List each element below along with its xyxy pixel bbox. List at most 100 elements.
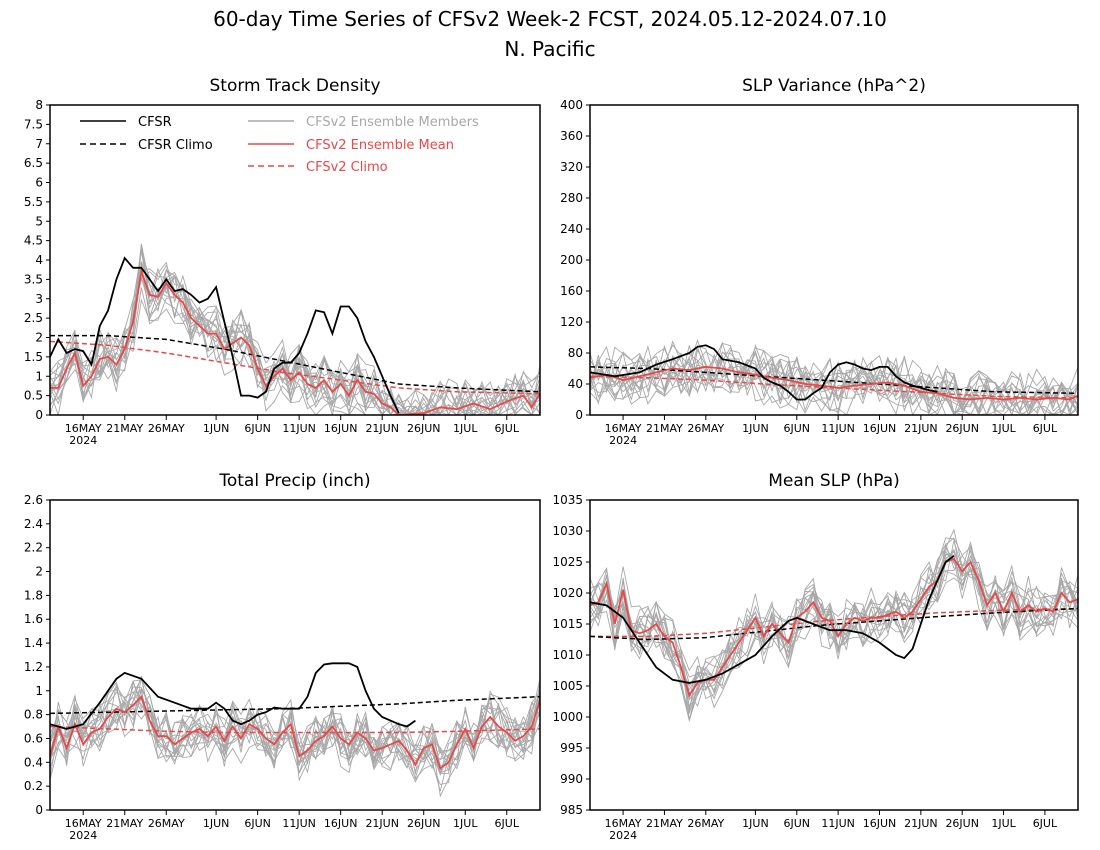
x-tick-label: 16JUN — [324, 817, 358, 830]
x-year-label: 2024 — [69, 434, 97, 447]
y-tick-label: 1015 — [552, 617, 583, 631]
ensemble-member-line — [590, 348, 1078, 415]
x-tick-label: 6JUN — [784, 422, 811, 435]
series-line-cfsr — [590, 555, 955, 684]
series-line-cfsr-climo — [50, 334, 540, 393]
plot-area — [50, 243, 540, 415]
legend-label-members: CFSv2 Ensemble Members — [306, 115, 479, 130]
y-tick-label: 1030 — [552, 524, 583, 538]
x-tick-label: 1JUN — [742, 817, 769, 830]
series-line-cfsr-climo — [590, 366, 1078, 395]
series-line-ens-mean — [50, 268, 540, 415]
y-tick-label: 1.6 — [24, 612, 43, 626]
series-line-ens-mean — [590, 557, 1078, 698]
ensemble-member-line — [590, 353, 1078, 415]
x-tick-label: 6JUN — [784, 817, 811, 830]
y-tick-label: 0.5 — [24, 389, 43, 403]
y-tick-label: 2 — [35, 331, 43, 345]
y-tick-label: 4.5 — [24, 234, 43, 248]
panel-frame — [589, 104, 1079, 416]
x-tick-label: 1JUN — [203, 422, 230, 435]
y-tick-label: 280 — [560, 191, 583, 205]
y-tick-label: 120 — [560, 315, 583, 329]
x-tick-label: 1JUL — [991, 422, 1016, 435]
ensemble-member-line — [50, 677, 540, 775]
ensemble-member-line — [50, 247, 540, 415]
y-tick-label: 0 — [35, 803, 43, 817]
x-tick-label: 21MAY — [106, 817, 143, 830]
y-tick-label: 1005 — [552, 679, 583, 693]
plot-area — [590, 528, 1078, 723]
y-tick-label: 0.8 — [24, 708, 43, 722]
x-tick-label: 26MAY — [148, 817, 185, 830]
x-tick-label: 26MAY — [687, 817, 724, 830]
series-line-ens-mean — [50, 695, 540, 770]
y-tick-label: 80 — [568, 346, 583, 360]
y-tick-label: 400 — [560, 98, 583, 112]
x-tick-label: 6JUL — [1033, 422, 1058, 435]
y-tick-label: 2.6 — [24, 493, 43, 507]
ensemble-member-line — [590, 354, 1078, 415]
y-tick-label: 4 — [35, 253, 43, 267]
y-tick-label: 5.5 — [24, 195, 43, 209]
panel-3: Total Precip (inch) 0 0.2 0.4 0.6 0.8 1 1.2 1.4 1… — [24, 471, 541, 842]
y-tick-label: 0.4 — [24, 755, 43, 769]
x-tick-label: 21JUN — [904, 817, 938, 830]
x-tick-label: 16JUN — [324, 422, 358, 435]
y-tick-label: 320 — [560, 160, 583, 174]
y-tick-label: 1.4 — [24, 636, 43, 650]
x-tick-label: 1JUL — [453, 817, 478, 830]
x-tick-label: 21MAY — [646, 817, 683, 830]
y-tick-label: 6 — [35, 176, 43, 190]
series-line-cfsr — [50, 662, 416, 730]
y-tick-label: 240 — [560, 222, 583, 236]
y-tick-label: 2.4 — [24, 517, 43, 531]
y-tick-label: 0 — [575, 408, 583, 422]
x-tick-label: 1JUN — [742, 422, 769, 435]
plot-area — [50, 662, 540, 798]
y-tick-label: 1.2 — [24, 660, 43, 674]
y-tick-label: 1 — [35, 684, 43, 698]
panel-1: Storm Track Density 0 0.5 1 1.5 2 2.5 3 3.5 4 4.5 5… — [24, 76, 541, 447]
y-tick-label: 0 — [35, 408, 43, 422]
y-tick-label: 2.2 — [24, 541, 43, 555]
series-line-cfsv2-climo — [590, 607, 1078, 638]
x-tick-label: 6JUL — [495, 817, 520, 830]
ensemble-member-line — [50, 251, 540, 415]
ensemble-member-line — [50, 679, 540, 766]
ensemble-member-line — [50, 261, 540, 415]
y-tick-label: 995 — [560, 741, 583, 755]
x-year-label: 2024 — [69, 829, 97, 842]
x-tick-label: 6JUN — [244, 817, 271, 830]
y-tick-label: 160 — [560, 284, 583, 298]
y-tick-label: 3 — [35, 292, 43, 306]
series-line-cfsr — [50, 256, 400, 414]
x-tick-label: 16JUN — [863, 817, 897, 830]
x-tick-label: 26JUN — [945, 817, 979, 830]
legend-label-ens-mean: CFSv2 Ensemble Mean — [306, 138, 454, 153]
x-tick-label: 21JUN — [904, 422, 938, 435]
panel-frame — [49, 499, 541, 811]
y-tick-label: 8 — [35, 98, 43, 112]
y-tick-label: 1020 — [552, 586, 583, 600]
y-tick-label: 5 — [35, 214, 43, 228]
ensemble-member-line — [590, 540, 1078, 709]
x-tick-label: 26MAY — [148, 422, 185, 435]
ensemble-member-line — [590, 345, 1078, 412]
x-tick-label: 26MAY — [687, 422, 724, 435]
x-tick-label: 26JUN — [407, 422, 441, 435]
x-tick-label: 11JUN — [282, 422, 316, 435]
x-tick-label: 16MAY — [65, 817, 102, 830]
x-tick-label: 16MAY — [605, 817, 642, 830]
series-line-cfsv2-climo — [50, 340, 540, 395]
panel-title: Storm Track Density — [209, 76, 380, 96]
panel-frame — [589, 499, 1079, 811]
series-line-cfsv2-climo — [590, 375, 1078, 399]
x-tick-label: 6JUN — [244, 422, 271, 435]
panel-4: Mean SLP (hPa) 985 990 995 1000 1005 1010 1015 1… — [552, 471, 1079, 842]
x-tick-label: 21MAY — [646, 422, 683, 435]
x-year-label: 2024 — [609, 434, 637, 447]
x-tick-label: 21JUN — [365, 422, 399, 435]
y-tick-label: 7.5 — [24, 117, 43, 131]
